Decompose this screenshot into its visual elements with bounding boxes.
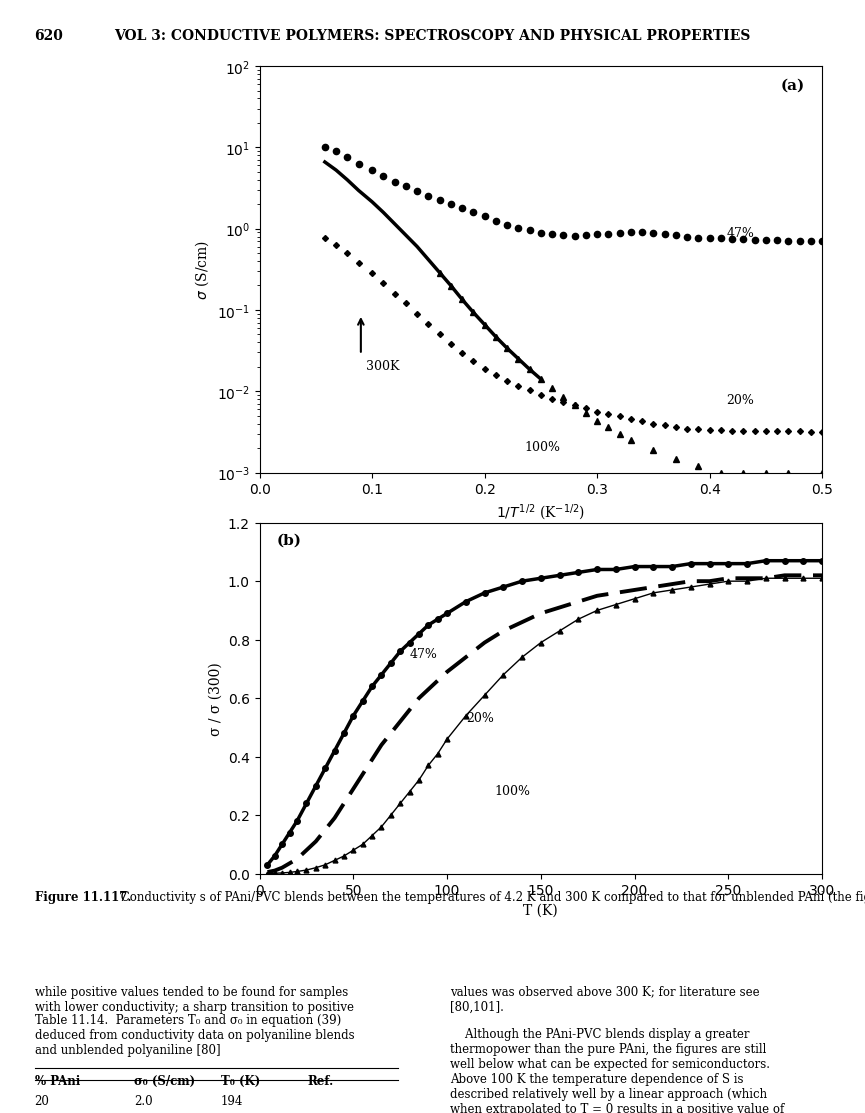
Text: Although the PAni-PVC blends display a greater
thermopower than the pure PAni, t: Although the PAni-PVC blends display a g… <box>450 1027 784 1113</box>
Text: 15.5: 15.5 <box>134 1112 160 1113</box>
X-axis label: T (K): T (K) <box>523 903 558 917</box>
Text: 100%: 100% <box>523 441 560 453</box>
Text: 20%: 20% <box>727 393 754 406</box>
Text: 194: 194 <box>221 1094 243 1107</box>
Text: Figure 11.117.: Figure 11.117. <box>35 890 131 904</box>
Text: 2.0: 2.0 <box>134 1094 153 1107</box>
Y-axis label: $\sigma$ (S/cm): $\sigma$ (S/cm) <box>193 240 211 299</box>
Text: % PAni: % PAni <box>35 1074 80 1087</box>
Y-axis label: σ / σ (300): σ / σ (300) <box>208 661 222 736</box>
Text: values was observed above 300 K; for literature see
[80,101].: values was observed above 300 K; for lit… <box>450 985 759 1013</box>
Text: while positive values tended to be found for samples
with lower conductivity; a : while positive values tended to be found… <box>35 985 354 1013</box>
Text: VOL 3: CONDUCTIVE POLYMERS: SPECTROSCOPY AND PHYSICAL PROPERTIES: VOL 3: CONDUCTIVE POLYMERS: SPECTROSCOPY… <box>114 29 751 43</box>
Text: T₀ (K): T₀ (K) <box>221 1074 260 1087</box>
Text: 300K: 300K <box>366 359 400 372</box>
Text: 620: 620 <box>35 29 63 43</box>
X-axis label: $1/T^{1/2}$ (K$^{-1/2}$): $1/T^{1/2}$ (K$^{-1/2}$) <box>497 502 585 522</box>
Text: 47%: 47% <box>409 648 438 660</box>
Text: 20%: 20% <box>465 712 494 725</box>
Text: (a): (a) <box>780 79 804 93</box>
Text: 47: 47 <box>35 1112 49 1113</box>
Text: Table 11.14.  Parameters T₀ and σ₀ in equation (39)
deduced from conductivity da: Table 11.14. Parameters T₀ and σ₀ in equ… <box>35 1013 354 1056</box>
Text: 20: 20 <box>35 1094 49 1107</box>
Text: 100%: 100% <box>494 785 529 798</box>
Text: 52: 52 <box>221 1112 235 1113</box>
Text: 47%: 47% <box>727 227 754 239</box>
Text: (b): (b) <box>276 533 301 548</box>
Text: Conductivity s of PAni/PVC blends between the temperatures of 4.2 K and 300 K co: Conductivity s of PAni/PVC blends betwee… <box>117 890 865 904</box>
Text: σ₀ (S/cm): σ₀ (S/cm) <box>134 1074 195 1087</box>
Text: Ref.: Ref. <box>307 1074 333 1087</box>
